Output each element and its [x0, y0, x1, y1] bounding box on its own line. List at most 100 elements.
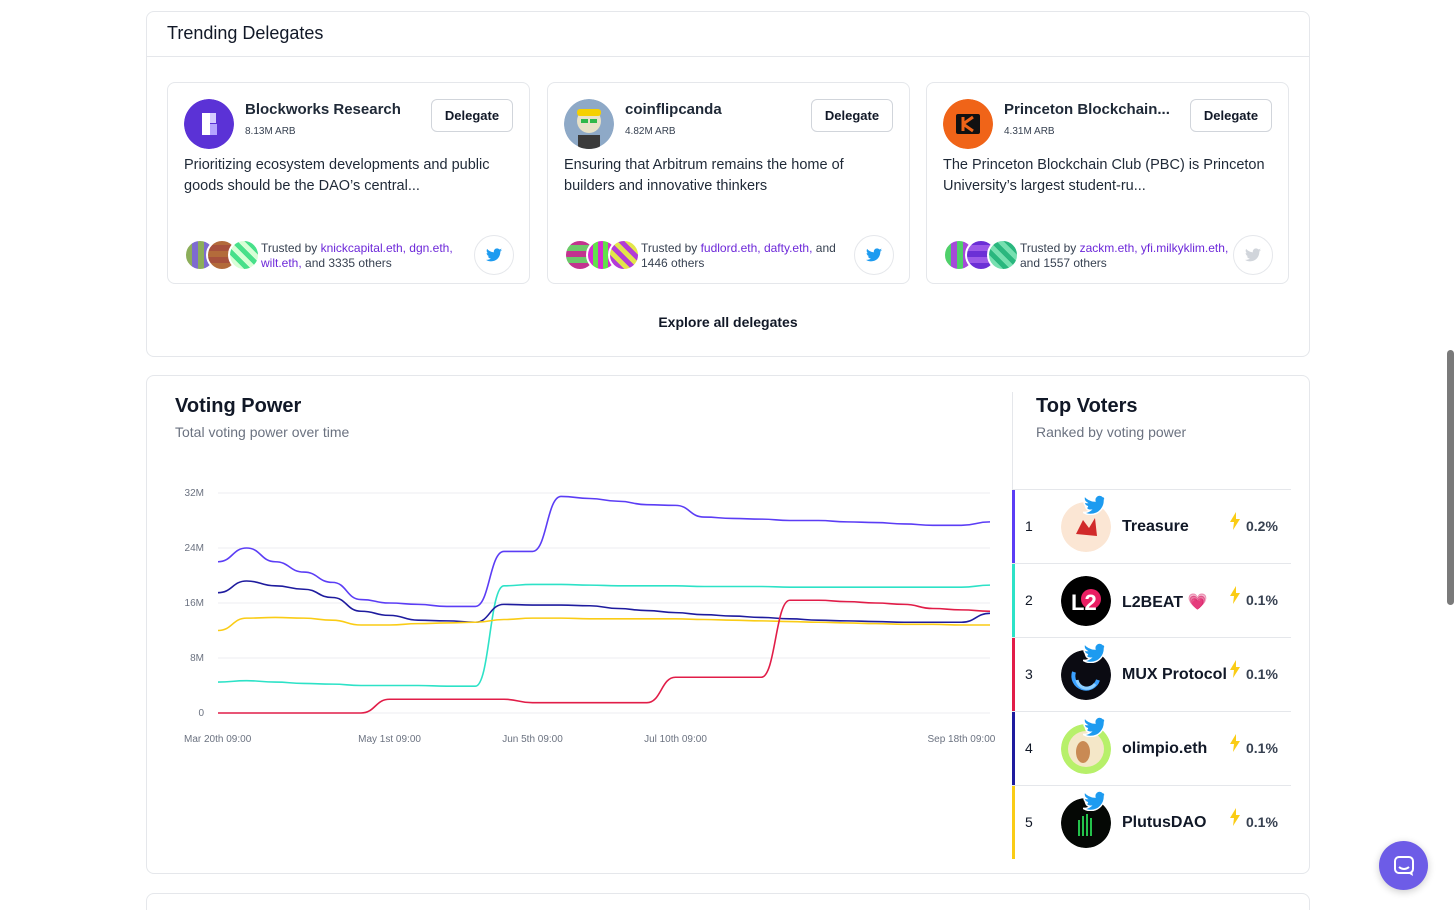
voter-avatar: L2: [1061, 576, 1111, 626]
delegate-description: The Princeton Blockchain Club (PBC) is P…: [943, 157, 1265, 194]
voter-rank: 5: [1025, 814, 1033, 830]
trusted-prefix: Trusted by: [261, 241, 321, 255]
delegate-button[interactable]: Delegate: [431, 99, 513, 132]
twitter-button[interactable]: [474, 235, 514, 275]
voter-name: MUX Protocol: [1122, 666, 1227, 683]
delegate-footer: Trusted by fudlord.eth, dafty.eth, and 1…: [564, 235, 894, 277]
series-line-1: [217, 495, 991, 608]
voting-power-subtitle: Total voting power over time: [175, 424, 350, 440]
trusted-avatar: [987, 239, 1019, 271]
delegate-name: Princeton Blockchain...: [1004, 101, 1170, 118]
trusted-avatars: [184, 239, 264, 273]
delegate-description: Ensuring that Arbitrum remains the home …: [564, 157, 844, 194]
voter-avatar: [1061, 502, 1111, 552]
voter-percent: 0.1%: [1246, 814, 1278, 830]
voter-color-bar: [1012, 712, 1015, 785]
twitter-icon: [866, 248, 882, 262]
voter-percent: 0.2%: [1246, 518, 1278, 534]
delegate-card-blockworks[interactable]: Blockworks Research 8.13M ARB Delegate P…: [167, 82, 530, 284]
voter-rank: 3: [1025, 666, 1033, 682]
voter-color-bar: [1012, 564, 1015, 637]
svg-text:L2: L2: [1071, 590, 1097, 615]
lightning-icon: [1230, 586, 1240, 604]
twitter-icon: [486, 248, 502, 262]
delegate-arb: 8.13M ARB: [245, 126, 296, 137]
delegate-arb: 4.31M ARB: [1004, 126, 1055, 137]
twitter-button[interactable]: [1233, 235, 1273, 275]
voter-name: L2BEAT 💗: [1122, 594, 1208, 611]
chat-launcher-button[interactable]: [1379, 841, 1428, 890]
delegate-footer: Trusted by knickcapital.eth, dgn.eth, wi…: [184, 235, 514, 277]
voter-rank: 2: [1025, 592, 1033, 608]
x-tick-label: Mar 20th 09:00: [184, 734, 252, 745]
trusted-prefix: Trusted by: [1020, 241, 1080, 255]
trusted-avatars: [943, 239, 1023, 273]
lightning-icon: [1230, 734, 1240, 752]
voter-avatar: [1061, 798, 1111, 848]
voter-row[interactable]: 5 PlutusDAO 0.1%: [1012, 785, 1291, 859]
twitter-icon: [1245, 248, 1261, 262]
voter-percent: 0.1%: [1246, 666, 1278, 682]
trusted-links[interactable]: fudlord.eth, dafty.eth,: [700, 241, 813, 255]
top-voters-title: Top Voters: [1036, 395, 1138, 417]
delegate-arb: 4.82M ARB: [625, 126, 676, 137]
voter-row[interactable]: 3 MUX Protocol 0.1%: [1012, 637, 1291, 711]
voter-color-bar: [1012, 786, 1015, 859]
lightning-icon: [1230, 660, 1240, 678]
top-voters-list: 1 Treasure 0.2% 2 L2 L2BEAT 💗 0.1% 3 MUX…: [1012, 489, 1291, 859]
trusted-suffix: and 1557 others: [1020, 256, 1107, 270]
page-scrollbar[interactable]: [1447, 350, 1454, 605]
delegate-footer: Trusted by zackm.eth, yfi.milkyklim.eth,…: [943, 235, 1273, 277]
delegate-name: Blockworks Research: [245, 101, 401, 118]
voter-rank: 1: [1025, 518, 1033, 534]
voter-name: Treasure: [1122, 518, 1189, 535]
trusted-by-text: Trusted by fudlord.eth, dafty.eth, and 1…: [641, 241, 856, 271]
voter-row[interactable]: 4 olimpio.eth 0.1%: [1012, 711, 1291, 785]
series-line-5: [218, 599, 991, 714]
delegate-card-princeton[interactable]: Princeton Blockchain... 4.31M ARB Delega…: [926, 82, 1289, 284]
voter-avatar: [1061, 650, 1111, 700]
trusted-prefix: Trusted by: [641, 241, 701, 255]
voter-row[interactable]: 2 L2 L2BEAT 💗 0.1%: [1012, 563, 1291, 637]
delegate-button[interactable]: Delegate: [811, 99, 893, 132]
trusted-links[interactable]: zackm.eth, yfi.milkyklim.eth,: [1079, 241, 1229, 255]
trusted-links[interactable]: knickcapital.eth, dgn.eth, wilt.eth,: [261, 241, 453, 270]
trusted-avatar: [608, 239, 640, 271]
twitter-icon: [1083, 791, 1107, 811]
voter-name: PlutusDAO: [1122, 814, 1207, 831]
twitter-icon: [1083, 717, 1107, 737]
trusted-by-text: Trusted by zackm.eth, yfi.milkyklim.eth,…: [1020, 241, 1235, 271]
y-tick-label: 24M: [185, 543, 204, 554]
delegate-avatar: [184, 99, 234, 149]
series-line-2: [217, 583, 991, 687]
trusted-by-text: Trusted by knickcapital.eth, dgn.eth, wi…: [261, 241, 476, 271]
trusted-suffix: and 3335 others: [301, 256, 392, 270]
voting-power-title: Voting Power: [175, 395, 302, 417]
voting-power-chart: 0 8M 16M 24M 32M Mar 20th 09:00 May 1st 09:00 J…: [184, 488, 996, 745]
delegate-avatar: [564, 99, 614, 149]
voter-name: olimpio.eth: [1122, 740, 1208, 757]
delegate-name: coinflipcanda: [625, 101, 722, 118]
trending-delegates-title: Trending Delegates: [147, 12, 1309, 57]
x-tick-label: Jul 10th 09:00: [644, 734, 707, 745]
delegate-button[interactable]: Delegate: [1190, 99, 1272, 132]
explore-delegates-link[interactable]: Explore all delegates: [658, 314, 798, 330]
voter-percent: 0.1%: [1246, 592, 1278, 608]
delegate-card-coinflipcanda[interactable]: coinflipcanda 4.82M ARB Delegate Ensurin…: [547, 82, 910, 284]
voter-color-bar: [1012, 638, 1015, 711]
delegate-avatar: [943, 99, 993, 149]
twitter-icon: [1083, 643, 1107, 663]
voting-power-card: Voting Power Total voting power over tim…: [146, 375, 1310, 874]
next-section-card: [146, 893, 1310, 910]
lightning-icon: [1230, 512, 1240, 530]
trusted-avatar: [228, 239, 260, 271]
voter-row[interactable]: 1 Treasure 0.2%: [1012, 489, 1291, 563]
series-line-3: [217, 580, 991, 624]
top-voters-subtitle: Ranked by voting power: [1036, 424, 1187, 440]
twitter-button[interactable]: [854, 235, 894, 275]
x-tick-label: Sep 18th 09:00: [927, 734, 995, 745]
lightning-icon: [1230, 808, 1240, 826]
twitter-icon: [1083, 495, 1107, 515]
voter-avatar: [1061, 724, 1111, 774]
x-tick-label: Jun 5th 09:00: [502, 734, 563, 745]
